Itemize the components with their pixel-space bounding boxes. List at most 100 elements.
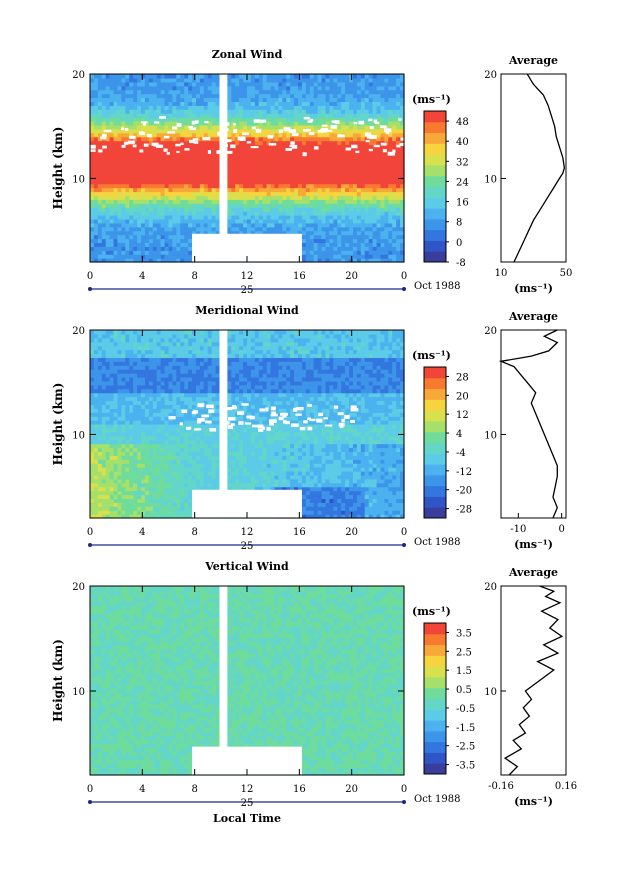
heatmap-cell — [243, 101, 248, 106]
missing-data — [307, 120, 313, 123]
heatmap-cell — [215, 128, 221, 134]
heatmap-cell — [317, 121, 323, 126]
heatmap-cell — [101, 482, 107, 488]
heatmap-cell — [164, 136, 170, 142]
heatmap-cell — [384, 160, 389, 165]
heatmap-cell — [192, 218, 197, 224]
heatmap-cell — [298, 175, 303, 181]
heatmap-cell — [392, 171, 397, 177]
heatmap-cell — [329, 246, 334, 251]
heatmap-cell — [141, 365, 146, 370]
heatmap-cell — [164, 211, 170, 216]
heatmap-cell — [305, 77, 311, 83]
heatmap-cell — [227, 226, 232, 232]
heatmap-cell — [345, 191, 350, 197]
heatmap-cell — [168, 144, 174, 150]
heatmap-cell — [113, 443, 119, 449]
heatmap-cell — [117, 377, 122, 382]
heatmap-cell — [156, 373, 162, 378]
heatmap-cell — [388, 199, 393, 204]
heatmap-cell — [105, 353, 111, 359]
heatmap-cell — [239, 211, 244, 216]
heatmap-cell — [305, 222, 311, 228]
heatmap-cell — [156, 431, 162, 437]
heatmap-cell — [274, 179, 279, 185]
heatmap-cell — [235, 211, 240, 216]
heatmap-cell — [144, 384, 150, 390]
heatmap-cell — [290, 230, 295, 236]
heatmap-cell — [294, 187, 299, 193]
missing-data — [290, 141, 295, 145]
heatmap-cell — [352, 238, 358, 244]
heatmap-cell — [148, 459, 154, 464]
heatmap-cell — [290, 89, 295, 95]
heatmap-cell — [364, 215, 370, 220]
colorbar-tick-label: -8 — [456, 258, 466, 269]
heatmap-cell — [352, 117, 358, 122]
heatmap-cell — [93, 211, 99, 216]
heatmap-cell — [301, 136, 307, 142]
heatmap-cell — [325, 218, 331, 224]
heatmap-cell — [376, 77, 382, 83]
heatmap-cell — [109, 388, 115, 394]
heatmap-cell — [188, 89, 193, 95]
heatmap-cell — [93, 187, 99, 193]
heatmap-cell — [141, 101, 146, 106]
heatmap-cell — [129, 478, 134, 484]
missing-data — [151, 142, 159, 146]
heatmap-cell — [207, 121, 213, 126]
heatmap-cell — [156, 365, 162, 370]
heatmap-cell — [160, 424, 166, 429]
heatmap-cell — [93, 349, 99, 355]
heatmap-cell — [215, 207, 221, 212]
heatmap-cell — [364, 124, 370, 130]
heatmap-cell — [301, 121, 307, 126]
heatmap-cell — [109, 168, 115, 173]
heatmap-cell — [274, 128, 279, 134]
heatmap-cell — [313, 113, 319, 118]
heatmap-cell — [168, 152, 174, 157]
heatmap-cell — [101, 514, 107, 519]
heatmap-cell — [341, 160, 346, 165]
heatmap-cell — [129, 144, 134, 150]
heatmap-cell — [333, 85, 338, 91]
heatmap-cell — [144, 203, 150, 208]
heatmap-cell — [192, 101, 197, 106]
heatmap-cell — [388, 195, 393, 200]
heatmap-cell — [294, 199, 299, 204]
heatmap-cell — [148, 427, 154, 433]
heatmap-cell — [168, 238, 174, 244]
heatmap-cell — [235, 164, 240, 169]
heatmap-cell — [266, 183, 272, 189]
heatmap-cell — [152, 195, 158, 200]
heatmap-cell — [97, 330, 103, 335]
heatmap-cell — [364, 254, 370, 259]
heatmap-cell — [309, 93, 315, 99]
heatmap-cell — [137, 136, 142, 142]
heatmap-cell — [109, 439, 115, 445]
heatmap-cell — [117, 373, 122, 378]
heatmap-cell — [172, 175, 177, 181]
heatmap-cell — [286, 215, 291, 220]
heatmap-cell — [364, 183, 370, 189]
heatmap-cell — [290, 136, 295, 142]
heatmap-cell — [380, 171, 385, 177]
heatmap-cell — [164, 246, 170, 251]
heatmap-cell — [90, 412, 95, 417]
missing-data — [127, 140, 136, 144]
heatmap-cell — [305, 242, 311, 247]
heatmap-cell — [388, 85, 393, 91]
heatmap-cell — [93, 486, 99, 492]
heatmap-cell — [380, 222, 385, 228]
heatmap-cell — [231, 203, 236, 208]
heatmap-cell — [239, 121, 244, 126]
heatmap-cell — [349, 168, 354, 173]
heatmap-cell — [148, 171, 154, 177]
heatmap-cell — [380, 148, 385, 153]
heatmap-cell — [121, 384, 126, 390]
heatmap-cell — [168, 215, 174, 220]
heatmap-cell — [180, 105, 185, 110]
heatmap-cell — [250, 230, 256, 236]
heatmap-cell — [109, 187, 115, 193]
heatmap-cell — [188, 222, 193, 228]
